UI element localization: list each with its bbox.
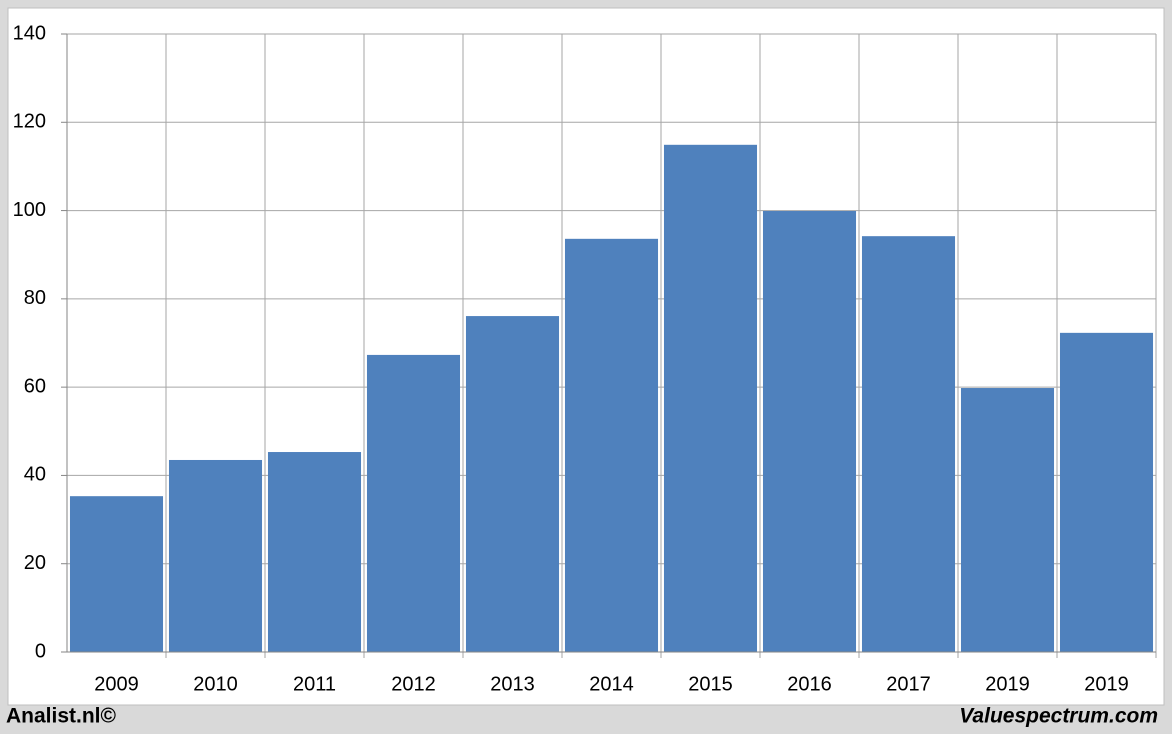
- y-tick-label: 0: [35, 640, 46, 662]
- bar: [960, 388, 1055, 652]
- bar: [861, 236, 956, 652]
- y-tick-label: 100: [13, 199, 46, 221]
- bar: [168, 459, 263, 652]
- bar: [69, 496, 164, 652]
- bar: [1059, 332, 1154, 652]
- bar: [564, 238, 659, 652]
- x-tick-label: 2015: [688, 673, 733, 695]
- x-tick-label: 2016: [787, 673, 832, 695]
- bar: [762, 211, 857, 652]
- y-tick-label: 40: [24, 464, 46, 486]
- y-tick-label: 20: [24, 552, 46, 574]
- bar: [366, 354, 461, 652]
- x-tick-label: 2019: [985, 673, 1030, 695]
- y-tick-label: 80: [24, 287, 46, 309]
- credit-left: Analist.nl©: [6, 705, 117, 728]
- x-tick-label: 2010: [193, 673, 238, 695]
- x-tick-label: 2012: [391, 673, 436, 695]
- credit-right: Valuespectrum.com: [959, 705, 1158, 728]
- x-tick-label: 2011: [293, 673, 336, 695]
- y-tick-label: 120: [13, 111, 46, 133]
- bar: [267, 452, 362, 652]
- x-tick-label: 2017: [886, 673, 931, 695]
- x-tick-label: 2019: [1084, 673, 1129, 695]
- y-tick-label: 140: [13, 22, 46, 44]
- x-tick-label: 2009: [94, 673, 139, 695]
- bar: [663, 144, 758, 652]
- x-tick-label: 2013: [490, 673, 535, 695]
- bar: [465, 316, 560, 652]
- y-tick-label: 60: [24, 375, 46, 397]
- x-tick-label: 2014: [589, 673, 634, 695]
